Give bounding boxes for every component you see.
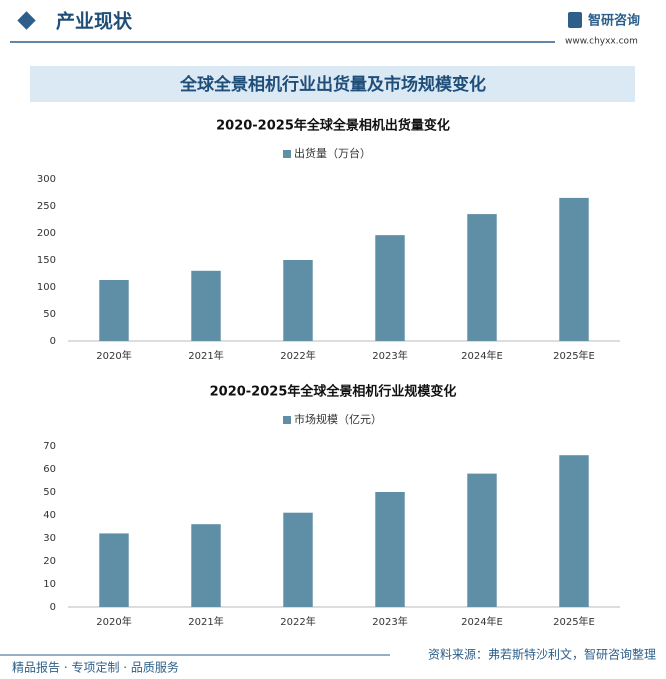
bar (99, 279, 129, 341)
bar (559, 197, 589, 341)
y-tick-label: 150 (37, 255, 56, 266)
x-tick-label: 2020年 (96, 349, 131, 362)
x-tick-label: 2021年 (188, 615, 223, 628)
x-tick-label: 2025年E (553, 349, 595, 362)
y-tick-label: 30 (43, 533, 56, 544)
bar (467, 214, 497, 341)
y-tick-label: 50 (43, 309, 56, 320)
bar (191, 524, 221, 607)
y-tick-label: 10 (43, 579, 56, 590)
footer-source: 资料来源：弗若斯特沙利文，智研咨询整理 (428, 647, 656, 662)
y-tick-label: 200 (37, 228, 56, 239)
y-tick-label: 0 (50, 336, 56, 347)
bar (375, 492, 405, 607)
y-tick-label: 40 (43, 510, 56, 521)
x-tick-label: 2020年 (96, 615, 131, 628)
x-tick-label: 2021年 (188, 349, 223, 362)
bar (283, 512, 313, 607)
section-title: 产业现状 (56, 10, 133, 33)
chart-title: 2020-2025年全球全景相机出货量变化 (216, 118, 450, 134)
banner-title: 全球全景相机行业出货量及市场规模变化 (179, 74, 486, 95)
bar (283, 260, 313, 341)
legend-swatch (283, 150, 291, 158)
x-tick-label: 2023年 (372, 349, 407, 362)
y-tick-label: 50 (43, 487, 56, 498)
header-icon (17, 11, 36, 30)
x-tick-label: 2022年 (280, 615, 315, 628)
bar (375, 235, 405, 341)
x-tick-label: 2022年 (280, 349, 315, 362)
bar (467, 473, 497, 607)
x-tick-label: 2023年 (372, 615, 407, 628)
chart-title: 2020-2025年全球全景相机行业规模变化 (210, 384, 457, 400)
x-tick-label: 2024年E (461, 349, 503, 362)
x-tick-label: 2024年E (461, 615, 503, 628)
bar (559, 455, 589, 607)
y-tick-label: 20 (43, 556, 56, 567)
legend-swatch (283, 416, 291, 424)
bar (99, 533, 129, 607)
banner-box (30, 66, 635, 102)
bar (191, 270, 221, 341)
y-tick-label: 70 (43, 441, 56, 452)
url: www.chyxx.com (565, 37, 638, 47)
x-tick-label: 2025年E (553, 615, 595, 628)
footer-slogan: 精品报告 · 专项定制 · 品质服务 (12, 660, 179, 675)
legend-label: 出货量（万台） (294, 146, 371, 160)
y-tick-label: 300 (37, 174, 56, 185)
y-tick-label: 100 (37, 282, 56, 293)
y-tick-label: 60 (43, 464, 56, 475)
brand: 智研咨询 (588, 13, 640, 29)
logo-icon (568, 12, 582, 28)
y-tick-label: 0 (50, 602, 56, 613)
y-tick-label: 250 (37, 201, 56, 212)
legend-label: 市场规模（亿元） (294, 412, 382, 426)
